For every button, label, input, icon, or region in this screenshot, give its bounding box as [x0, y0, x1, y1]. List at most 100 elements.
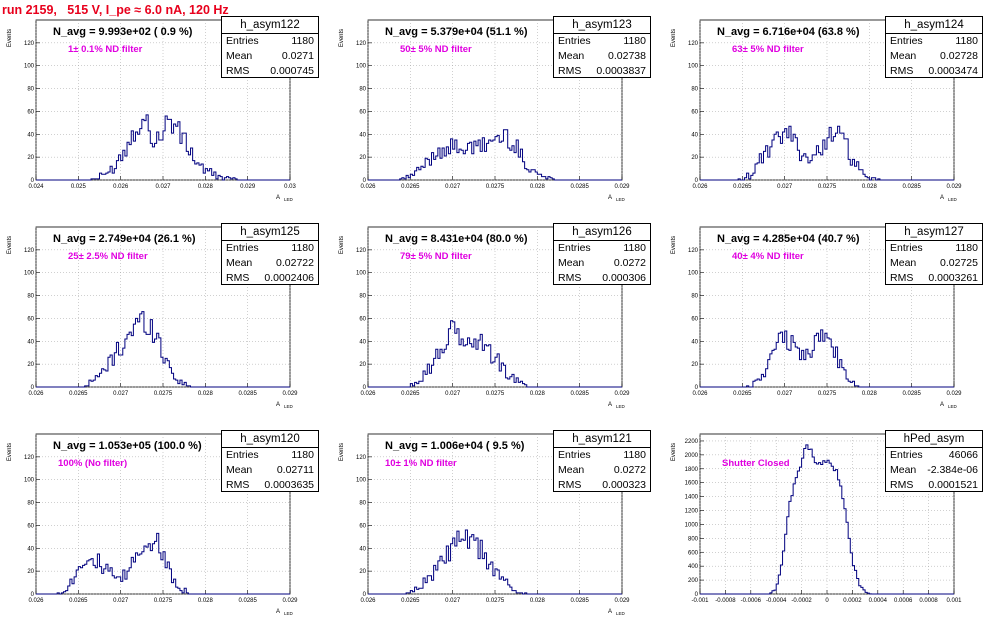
- x-axis-label: A: [940, 195, 944, 201]
- x-tick-label: 0.026: [360, 391, 376, 397]
- y-tick-label: 120: [356, 41, 367, 47]
- y-tick-label: 0: [31, 178, 35, 184]
- x-tick-label: 0.029: [282, 391, 298, 397]
- filter-label: 25± 2.5% ND filter: [68, 251, 148, 262]
- x-tick-label: 0.028: [198, 598, 214, 604]
- y-axis-label: Events: [339, 443, 345, 461]
- stats-box: h_asym121 Entries 1180 Mean 0.0272 RMS 0.00032…: [553, 430, 651, 492]
- x-tick-label: 0.03: [284, 184, 296, 190]
- y-tick-label: 400: [688, 564, 699, 570]
- x-tick-label: 0.0004: [869, 598, 888, 604]
- histogram-series: [700, 444, 954, 595]
- x-tick-label: 0.024: [28, 184, 44, 190]
- mean-value: -2.384e-06: [927, 464, 978, 476]
- x-axis-label-sub: LED: [616, 404, 626, 409]
- y-tick-label: 0: [695, 592, 699, 598]
- x-tick-label: 0.029: [614, 598, 630, 604]
- x-tick-label: 0.0008: [919, 598, 938, 604]
- y-tick-label: 100: [688, 64, 699, 70]
- mean-label: Mean: [890, 257, 917, 269]
- x-tick-label: 0.029: [614, 184, 630, 190]
- mean-value: 0.02738: [608, 50, 646, 62]
- y-axis-label: Events: [339, 29, 345, 47]
- x-tick-label: 0.027: [155, 184, 171, 190]
- rms-label: RMS: [226, 65, 250, 77]
- rms-label: RMS: [890, 479, 914, 491]
- pad-h-asym122: 0.024 0.025 0.026 0.027 0.028 0.029 0.03 0 20 40 6…: [0, 14, 330, 219]
- rms-label: RMS: [226, 272, 250, 284]
- histogram-name: h_asym122: [222, 17, 318, 34]
- x-axis-label-sub: LED: [284, 197, 294, 202]
- histogram-name: hPed_asym: [886, 431, 982, 448]
- filter-label: 50± 5% ND filter: [400, 44, 472, 55]
- entries-label: Entries: [558, 35, 591, 47]
- y-tick-label: 100: [688, 271, 699, 277]
- y-tick-label: 40: [359, 132, 366, 138]
- y-tick-label: 40: [359, 339, 366, 345]
- y-tick-label: 60: [359, 316, 366, 322]
- entries-value: 1180: [623, 242, 646, 254]
- x-axis-label: A: [940, 402, 944, 408]
- x-axis-label: A: [608, 609, 612, 615]
- filter-label: 100% (No filter): [58, 458, 128, 469]
- y-tick-label: 20: [359, 155, 366, 161]
- y-tick-label: 120: [24, 248, 35, 254]
- y-tick-label: 40: [691, 339, 698, 345]
- y-axis-label: Events: [671, 443, 677, 461]
- y-tick-label: 200: [688, 578, 699, 584]
- y-tick-label: 800: [688, 536, 699, 542]
- histogram-series: [36, 114, 290, 181]
- histogram-name: h_asym124: [886, 17, 982, 34]
- x-tick-label: 0.0285: [570, 391, 589, 397]
- entries-value: 1180: [623, 35, 646, 47]
- y-tick-label: 40: [27, 546, 34, 552]
- x-axis-label: A: [608, 195, 612, 201]
- mean-value: 0.02722: [276, 257, 314, 269]
- y-tick-label: 1600: [685, 481, 699, 487]
- entries-label: Entries: [890, 449, 923, 461]
- mean-label: Mean: [226, 464, 253, 476]
- pad-h-asym120: 0.026 0.0265 0.027 0.0275 0.028 0.0285 0.029 0 2…: [0, 428, 330, 633]
- x-tick-label: 0.027: [777, 391, 793, 397]
- entries-label: Entries: [890, 242, 923, 254]
- pad-h-asym125: 0.026 0.0265 0.027 0.0275 0.028 0.0285 0.029 0 2…: [0, 221, 330, 426]
- y-tick-label: 80: [27, 87, 34, 93]
- rms-value: 0.0001521: [928, 479, 978, 491]
- entries-label: Entries: [558, 242, 591, 254]
- y-tick-label: 100: [356, 478, 367, 484]
- x-tick-label: 0.0275: [154, 598, 173, 604]
- histogram-name: h_asym125: [222, 224, 318, 241]
- entries-value: 46066: [948, 449, 978, 461]
- y-tick-label: 60: [27, 316, 34, 322]
- x-tick-label: -0.0008: [715, 598, 736, 604]
- y-tick-label: 80: [359, 501, 366, 507]
- y-tick-label: 100: [356, 271, 367, 277]
- mean-label: Mean: [558, 50, 585, 62]
- x-tick-label: 0.0002: [843, 598, 862, 604]
- x-tick-label: 0.027: [777, 184, 793, 190]
- x-tick-label: 0.0275: [818, 391, 837, 397]
- y-tick-label: 0: [31, 592, 35, 598]
- x-tick-label: 0.026: [28, 598, 44, 604]
- histogram-name: h_asym121: [554, 431, 650, 448]
- x-tick-label: 0.027: [445, 184, 461, 190]
- x-tick-label: 0.026: [28, 391, 44, 397]
- y-tick-label: 20: [27, 362, 34, 368]
- x-tick-label: 0.0265: [733, 391, 752, 397]
- filter-label: 79± 5% ND filter: [400, 251, 472, 262]
- entries-value: 1180: [291, 449, 314, 461]
- y-tick-label: 20: [691, 155, 698, 161]
- histogram-series: [36, 311, 290, 388]
- x-tick-label: 0.0265: [401, 391, 420, 397]
- rms-label: RMS: [890, 272, 914, 284]
- histogram-plot: 0.026 0.0265 0.027 0.0275 0.028 0.0285 0.029 0 2…: [671, 19, 962, 202]
- x-tick-label: -0.0004: [766, 598, 787, 604]
- entries-value: 1180: [291, 242, 314, 254]
- y-axis-label: Events: [7, 29, 13, 47]
- histogram-plot: 0.026 0.0265 0.027 0.0275 0.028 0.0285 0.029 0 2…: [339, 19, 630, 202]
- y-tick-label: 60: [27, 109, 34, 115]
- histogram-series: [700, 329, 954, 388]
- histogram-plot: 0.026 0.0265 0.027 0.0275 0.028 0.0285 0.029 0 2…: [339, 433, 630, 616]
- stats-box: hPed_asym Entries 46066 Mean -2.384e-06 RMS 0.…: [885, 430, 983, 492]
- y-tick-label: 80: [691, 87, 698, 93]
